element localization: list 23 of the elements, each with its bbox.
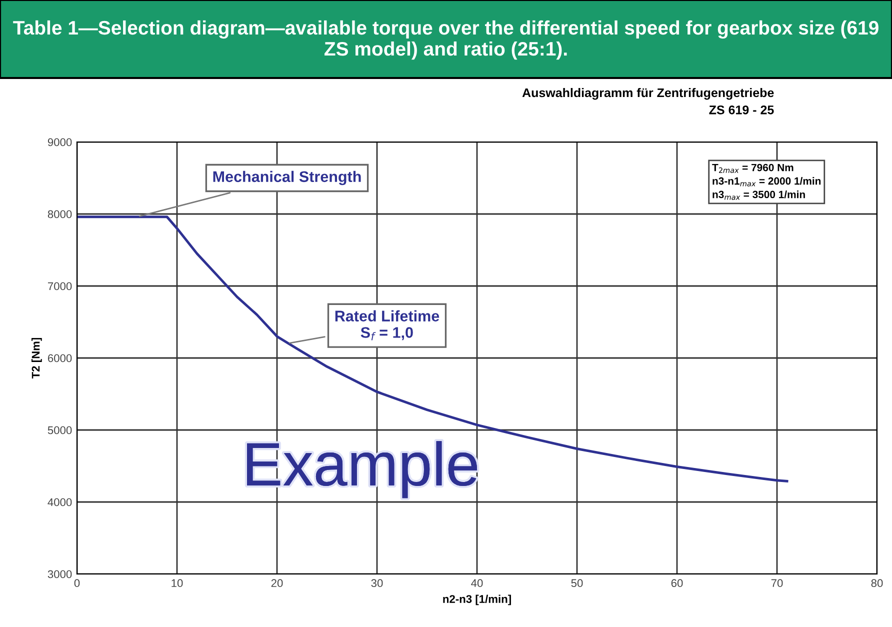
x-tick-label: 80 [871,579,883,588]
x-tick-label: 10 [172,579,183,588]
x-tick-label: 60 [671,579,683,588]
y-tick-label: 5000 [48,426,72,434]
y-tick-label: 9000 [48,138,72,146]
x-axis-title: n2-n3 [1/min] [443,594,511,606]
x-tick-label: 30 [371,579,383,588]
y-tick-label: 3000 [48,570,72,578]
text: T$_{2max}$ = 7960 Nm n3-n1$_{max}$ = 2000 1/min n3$_{max}$ = 3500 1/min [712,164,821,200]
chart-subtitle: Auswahldiagramm für Zentrifugengetriebe ZS 619 - 25 [522,88,774,114]
y-axis-title: T2 [Nm] [32,338,42,379]
y-tick-label: 8000 [48,210,72,218]
x-tick-label: 20 [271,579,283,588]
x-tick-label: 70 [771,579,783,588]
x-tick-label: 0 [74,579,80,588]
annotation: Mechanical Strength [213,170,361,186]
chart-title: Table 1—Selection diagram—available torque over the differential speed for gearbox size (619 ZS model) and ratio (25:1). [13,20,878,60]
annotation: Rated Lifetime S$_{f}$ = 1,0 [335,310,440,340]
x-tick-label: 40 [471,579,483,588]
y-tick-label: 6000 [48,354,72,362]
x-tick-label: 50 [571,579,583,588]
y-tick-label: 4000 [48,498,72,506]
y-tick-label: 7000 [48,282,72,290]
